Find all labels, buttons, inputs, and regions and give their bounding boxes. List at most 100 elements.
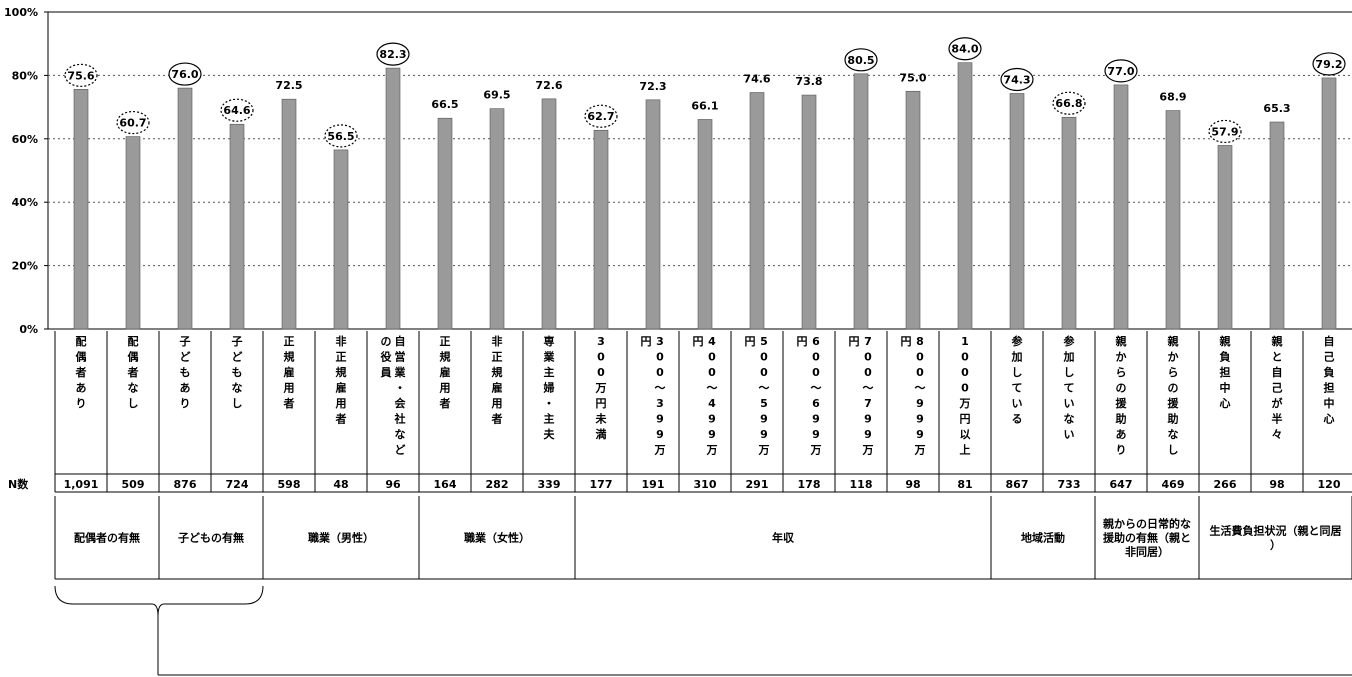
category-label-char: 4 xyxy=(708,335,716,348)
category-label-char: 用 xyxy=(284,382,295,395)
category-label-char: 0 xyxy=(961,382,969,395)
category-label-char: 9 xyxy=(864,428,872,441)
category-label-char: 0 xyxy=(760,351,768,364)
category-label-char: 担 xyxy=(1220,365,1231,379)
n-value: 733 xyxy=(1058,478,1081,491)
bar xyxy=(593,129,609,330)
category-label-char: 0 xyxy=(916,351,924,364)
bar xyxy=(1165,110,1181,330)
value-label: 75.0 xyxy=(899,71,926,84)
bar xyxy=(177,87,193,330)
highlight-circle xyxy=(1000,67,1034,92)
category-label-char: 偶 xyxy=(76,350,87,364)
n-value: 598 xyxy=(278,478,301,491)
bar xyxy=(1009,93,1025,330)
category-label-char: の xyxy=(381,335,392,348)
highlight-circle-dotted xyxy=(1052,91,1086,115)
category-label-char: り xyxy=(1116,444,1127,457)
category-label-char: 7 xyxy=(864,335,872,348)
category-label-char: 9 xyxy=(656,413,664,426)
category-label-char: 者 xyxy=(491,412,503,426)
n-value: 867 xyxy=(1006,478,1029,491)
category-label-char: ・ xyxy=(544,397,555,410)
category-label-char: 9 xyxy=(812,413,820,426)
y-tick-label: 80% xyxy=(12,69,38,82)
category-label-char: 3 xyxy=(656,397,664,410)
category-label-char: な xyxy=(1064,413,1075,426)
value-label: 66.8 xyxy=(1055,97,1082,110)
category-label-char: り xyxy=(180,397,191,410)
group-label: 職業（女性） xyxy=(464,531,530,545)
category-label-char: 3 xyxy=(656,335,664,348)
highlight-circle-dotted xyxy=(116,110,150,135)
bar xyxy=(385,67,401,330)
category-label-char: 未 xyxy=(595,412,608,426)
category-label-char: 万 xyxy=(914,444,926,457)
n-value: 876 xyxy=(174,478,197,491)
bar xyxy=(749,92,765,330)
category-label-char: 1 xyxy=(961,335,969,348)
category-label-char: 満 xyxy=(596,427,607,441)
category-label-char: 円 xyxy=(797,335,808,348)
category-label-char: 9 xyxy=(708,413,716,426)
category-label-char: 負 xyxy=(1220,350,1231,364)
category-label-char: 参 xyxy=(1012,334,1024,348)
category-label-char: も xyxy=(232,366,243,379)
category-label-char: 規 xyxy=(492,365,503,379)
category-label-char: 自 xyxy=(1324,334,1335,348)
category-label-char: 万 xyxy=(810,444,822,457)
category-label-char: 親 xyxy=(1116,334,1127,348)
category-label-char: 規 xyxy=(336,365,347,379)
n-value: 469 xyxy=(1162,478,1185,491)
category-label-char: し xyxy=(1012,366,1023,379)
n-value: 98 xyxy=(1269,478,1284,491)
category-label-char: 者 xyxy=(335,412,347,426)
category-label-char: 5 xyxy=(760,397,768,410)
value-labels: 75.6 60.7 76.0 64.6 72.5 56.5 82.3 66.5 69.5 72.6… xyxy=(64,37,1346,148)
category-label-char: 役 xyxy=(380,350,392,364)
n-value: 118 xyxy=(850,478,873,491)
n-value: 339 xyxy=(538,478,561,491)
category-label-char: あ xyxy=(1116,428,1127,441)
category-label-char: 0 xyxy=(656,351,664,364)
category-label-char: 9 xyxy=(916,413,924,426)
category-label-char: 万 xyxy=(706,444,718,457)
category-label-char: 自 xyxy=(1272,365,1283,379)
value-label: 66.1 xyxy=(691,99,718,112)
category-label-char: ら xyxy=(1168,366,1179,379)
category-label-char: 非 xyxy=(336,334,347,348)
category-label-char: 正 xyxy=(336,351,347,364)
group-table: 配偶者の有無 子どもの有無 職業（男性） 職業（女性） 年収 地域活動 親からの日常的な援助… xyxy=(54,496,1352,580)
category-label-char: ～ xyxy=(759,382,770,395)
category-label-char: 規 xyxy=(284,350,295,364)
group-label: ） xyxy=(1270,539,1281,552)
category-label-char: 正 xyxy=(440,335,451,348)
highlight-circle-dotted xyxy=(220,98,254,122)
category-label-char: 万 xyxy=(654,444,666,457)
category-label-char: 婦 xyxy=(543,381,555,395)
category-label-char: 9 xyxy=(916,397,924,410)
category-label-char: 負 xyxy=(1324,365,1335,379)
category-label-char: 中 xyxy=(1220,381,1231,395)
category-label-char: か xyxy=(1168,351,1179,364)
category-label-char: も xyxy=(180,366,191,379)
n-row-label: N数 xyxy=(8,477,29,491)
n-value: 282 xyxy=(486,478,509,491)
bar xyxy=(229,123,245,330)
y-tick-label: 40% xyxy=(12,196,38,209)
category-label-char: 用 xyxy=(440,382,451,395)
category-label-char: 夫 xyxy=(544,427,556,441)
value-label: 72.5 xyxy=(275,79,302,92)
value-label: 65.3 xyxy=(1263,102,1290,115)
category-label-char: あ xyxy=(180,382,191,395)
category-label-char: 雇 xyxy=(284,365,295,379)
category-label-char: 偶 xyxy=(128,350,139,364)
category-label-char: 主 xyxy=(544,412,555,426)
category-label-char: て xyxy=(1064,382,1075,395)
category-label-char: り xyxy=(76,397,87,410)
bar xyxy=(73,89,89,330)
category-label-char: あ xyxy=(76,382,87,395)
category-label-char: 9 xyxy=(760,413,768,426)
category-label-char: 配 xyxy=(128,334,139,348)
